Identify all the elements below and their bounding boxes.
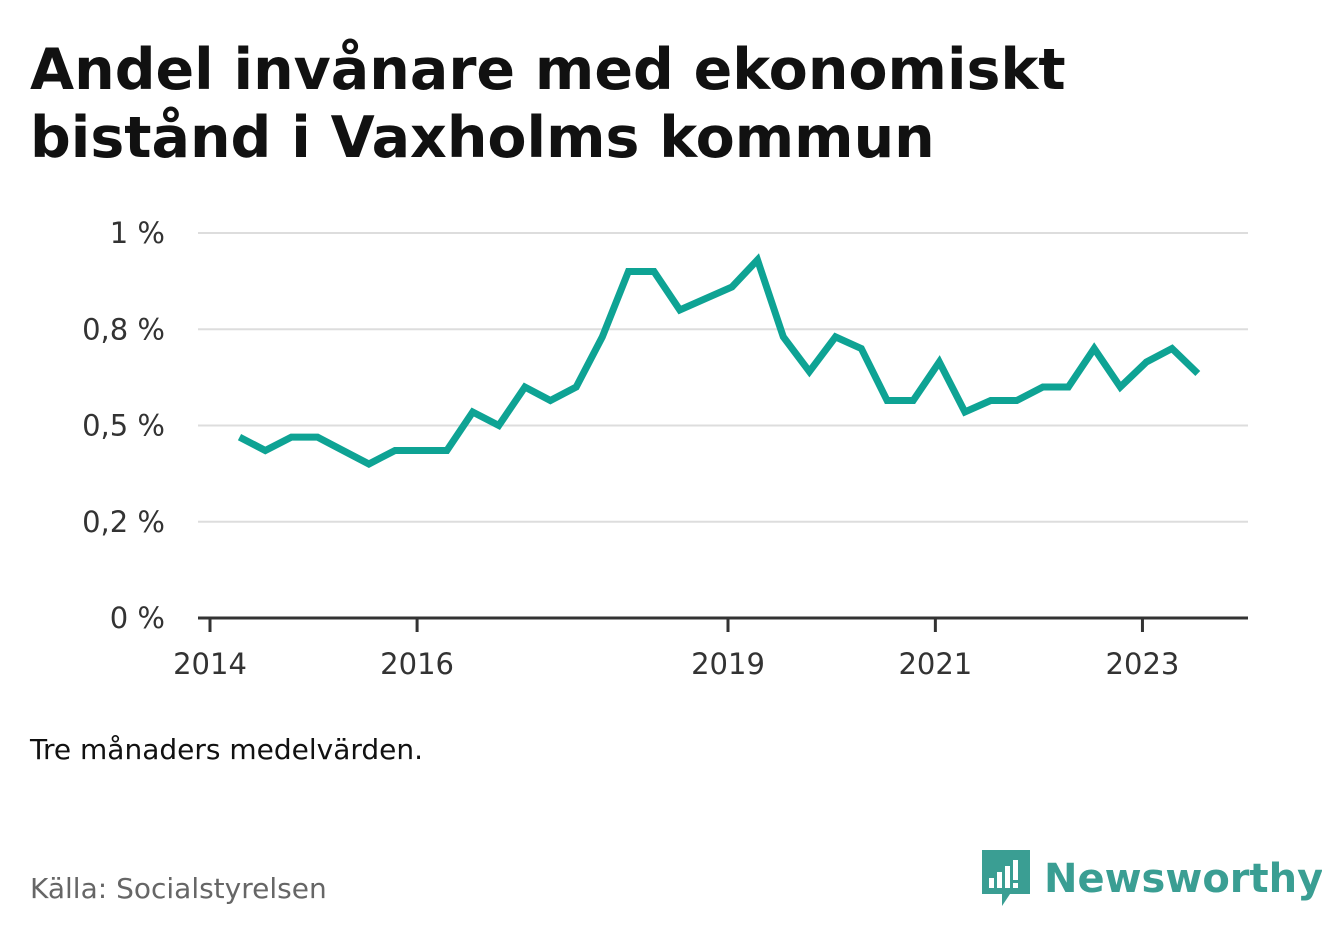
chart-note: Tre månaders medelvärden. <box>30 733 424 766</box>
brand-name: Newsworthy <box>1044 856 1322 902</box>
source-credit: Källa: Socialstyrelsen <box>30 872 327 905</box>
x-tick-label: 2019 <box>691 647 765 681</box>
y-tick-label: 1 % <box>110 216 165 250</box>
y-axis-labels: 0 % 0,2 % 0,5 % 0,8 % 1 % <box>82 216 165 635</box>
y-tick-label: 0,2 % <box>82 505 165 539</box>
brand-logo: Newsworthy <box>980 848 1322 910</box>
x-tick-label: 2016 <box>380 647 454 681</box>
newsworthy-logo-icon <box>982 850 1030 906</box>
y-tick-label: 0,8 % <box>82 312 165 346</box>
y-tick-label: 0 % <box>110 601 165 635</box>
x-tick-label: 2023 <box>1106 647 1180 681</box>
chart-title: Andel invånare med ekonomiskt bistånd i … <box>30 37 1066 171</box>
series-line <box>237 253 1201 468</box>
grid-lines <box>198 232 1248 523</box>
x-tick-label: 2021 <box>898 647 972 681</box>
series-layer <box>237 253 1201 468</box>
x-axis-ticks: 2014 2016 2019 2021 2023 <box>173 618 1179 681</box>
y-tick-label: 0,5 % <box>82 409 165 443</box>
x-tick-label: 2014 <box>173 647 247 681</box>
